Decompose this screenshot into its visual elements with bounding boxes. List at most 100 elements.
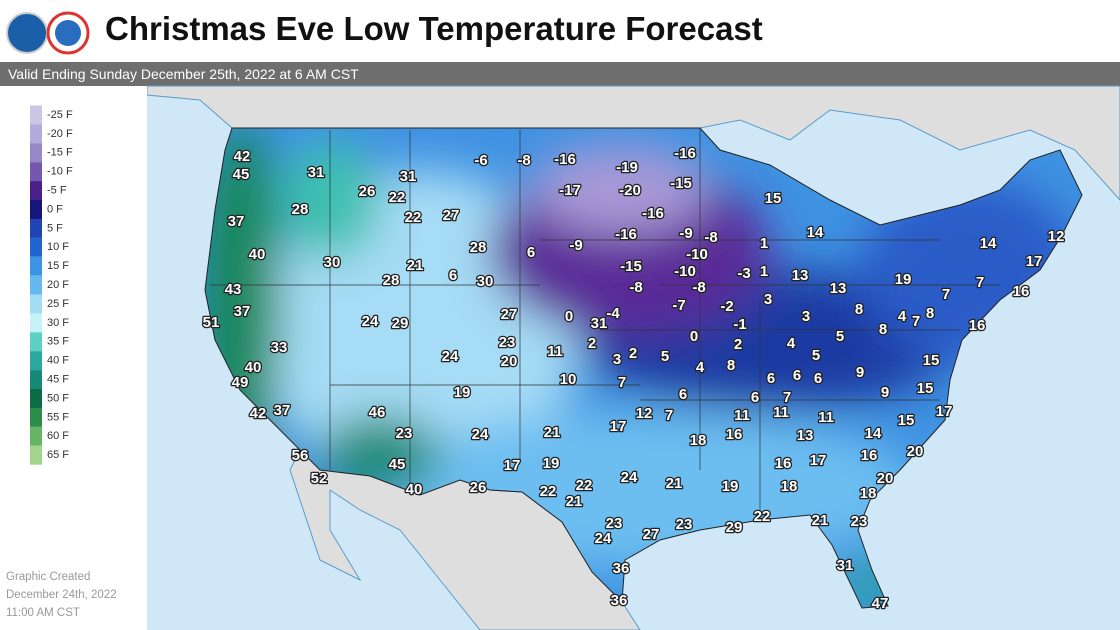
legend-label: 35 F [47,336,69,348]
temperature-label: 21 [566,493,583,510]
temperature-label: 16 [861,447,878,464]
temperature-label: 21 [544,424,561,441]
temperature-label: 31 [308,164,325,181]
temperature-label: 16 [726,426,743,443]
legend-label: 55 F [47,411,69,423]
legend-label: 45 F [47,374,69,386]
temperature-label: 22 [405,209,422,226]
temperature-label: 26 [470,479,487,496]
legend-swatch [30,237,42,257]
temperature-label: 21 [666,475,683,492]
temperature-label: 3 [613,351,621,368]
temperature-label: 28 [292,201,309,218]
temperature-label: 22 [389,189,406,206]
legend-swatch [30,445,42,465]
temperature-label: 22 [540,483,557,500]
temperature-label: 17 [810,452,827,469]
temperature-label: 7 [618,374,626,391]
temperature-label: -15 [620,258,642,275]
temperature-label: 8 [727,357,735,374]
temperature-label: -16 [674,145,696,162]
legend-swatch [30,124,42,144]
temperature-label: 8 [926,305,934,322]
temperature-label: 42 [234,148,251,165]
temperature-label: 29 [726,519,743,536]
temperature-label: -2 [720,298,733,315]
temperature-label: 33 [271,339,288,356]
legend-label: 15 F [47,260,69,272]
temperature-label: 10 [560,371,577,388]
temperature-label: 20 [877,470,894,487]
temperature-label: 11 [547,343,563,360]
temperature-label: 5 [812,347,820,364]
temperature-label: 24 [362,313,379,330]
temperature-label: 14 [865,425,882,442]
temperature-label: -7 [672,297,685,314]
legend-swatch [30,407,42,427]
temperature-label: -16 [642,205,664,222]
temperature-label: 11 [773,404,789,421]
temperature-label: 24 [442,348,459,365]
temperature-label: 47 [872,595,889,612]
temperature-label: 37 [234,303,251,320]
legend-label: -20 F [47,128,73,140]
temperature-label: 19 [895,271,912,288]
temperature-label: 17 [1026,253,1043,270]
temperature-label: 13 [792,267,809,284]
temperature-label: 26 [359,183,376,200]
temperature-label: -19 [616,159,638,176]
temperature-label: -17 [559,182,581,199]
temperature-label: 23 [851,513,868,530]
temperature-label: 15 [765,190,782,207]
temperature-label: 23 [499,334,516,351]
legend-label: -10 F [47,166,73,178]
temperature-label: 17 [610,418,627,435]
legend-swatch [30,105,42,125]
noaa-logo [6,12,48,54]
temperature-label: 24 [472,426,489,443]
temperature-label: 8 [879,321,887,338]
legend-swatch [30,294,42,314]
temperature-label: 27 [501,306,518,323]
legend-swatch [30,200,42,219]
temperature-label: 56 [292,447,309,464]
temperature-label: 1 [760,235,768,252]
temperature-label: 7 [665,407,673,424]
temperature-label: 17 [936,403,953,420]
temperature-label: 9 [856,364,864,381]
temperature-label: 15 [917,380,934,397]
temperature-label: 5 [661,348,669,365]
legend-swatch [30,313,42,333]
temperature-label: -1 [733,316,746,333]
temperature-label: 19 [454,384,471,401]
temperature-label: 49 [232,374,249,391]
footer-line: Graphic Created [6,571,90,583]
temperature-label: 28 [470,239,487,256]
temperature-label: 6 [679,386,687,403]
legend-swatch [30,143,42,163]
temperature-label: 8 [855,301,863,318]
subtitle-bar [0,62,1120,86]
temperature-label: 12 [1048,228,1065,245]
temperature-label: 24 [621,469,638,486]
field-dakotas [530,145,710,235]
legend-swatch [30,332,42,352]
state-lines [210,128,1000,520]
temperature-label: 40 [249,246,266,263]
temperature-label: 22 [754,508,771,525]
temperature-label: 51 [203,314,220,331]
temperature-label: 7 [783,389,791,406]
temperature-label: 7 [942,286,950,303]
temperature-label: 2 [629,345,637,362]
temperature-label: 1 [760,263,768,280]
temperature-label: 45 [233,166,250,183]
temperature-label: 0 [565,308,573,325]
temperature-label: 21 [812,512,829,529]
legend-label: 10 F [47,241,69,253]
temperature-label: 52 [311,470,328,487]
legend-label: 20 F [47,279,69,291]
temperature-label: 30 [477,273,494,290]
temperature-label: -9 [569,237,582,254]
legend-label: -25 F [47,109,73,121]
temperature-label: 23 [606,515,623,532]
